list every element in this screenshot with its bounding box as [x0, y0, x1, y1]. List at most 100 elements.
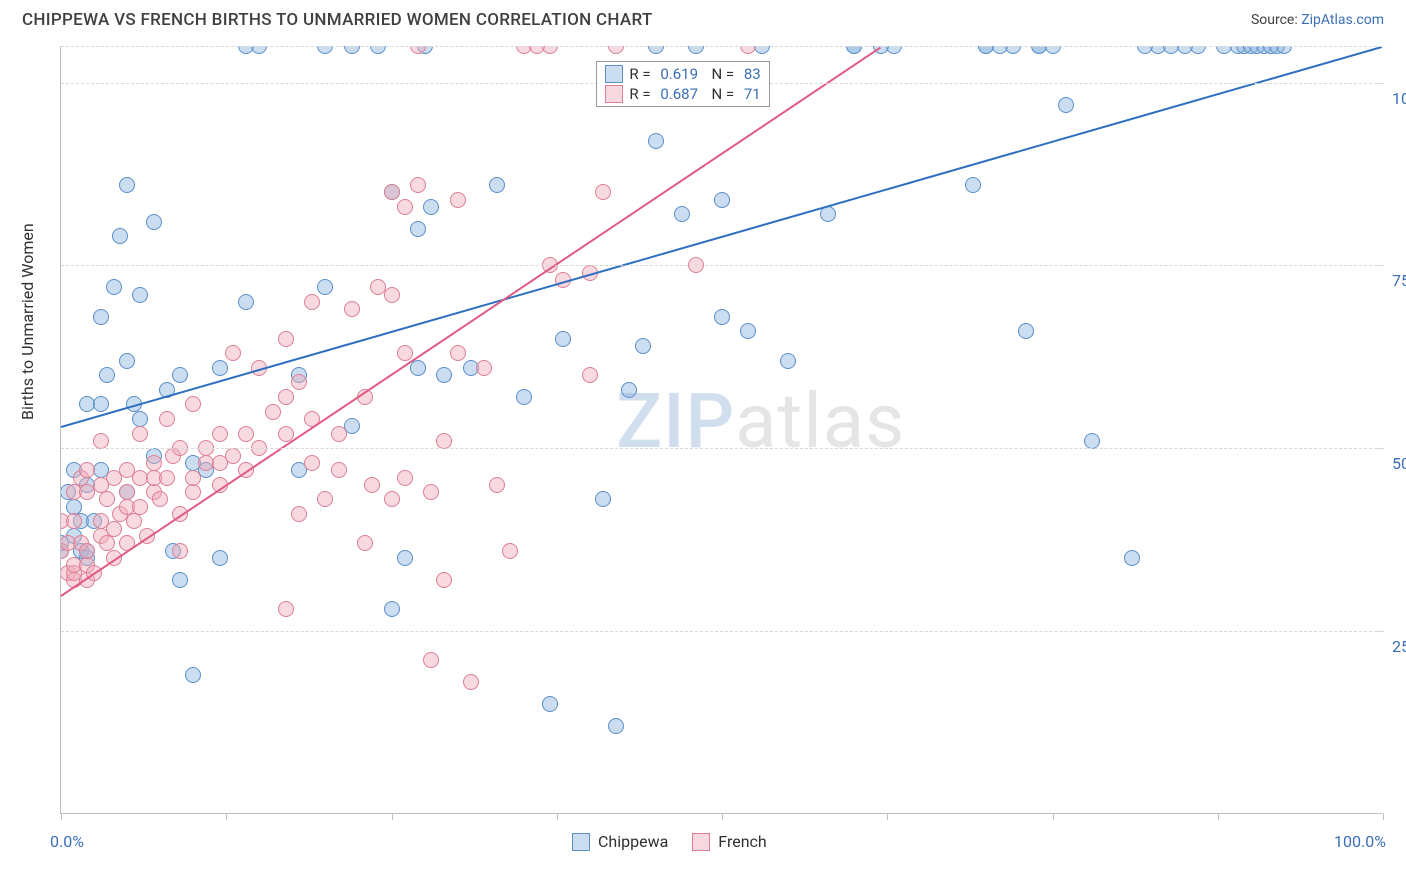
- data-point: [317, 491, 333, 507]
- x-tick: [557, 813, 558, 820]
- data-point: [1190, 46, 1206, 54]
- data-point: [582, 367, 598, 383]
- data-point: [674, 206, 690, 222]
- data-point: [212, 426, 228, 442]
- data-point: [146, 455, 162, 471]
- y-tick: [1376, 83, 1384, 84]
- data-point: [132, 287, 148, 303]
- legend-swatch: [605, 85, 623, 103]
- data-point: [595, 184, 611, 200]
- legend-label: French: [718, 832, 766, 851]
- n-label: N =: [704, 85, 738, 103]
- chart-title: CHIPPEWA VS FRENCH BIRTHS TO UNMARRIED W…: [22, 10, 653, 30]
- data-point: [185, 484, 201, 500]
- data-point: [489, 477, 505, 493]
- legend-swatch: [692, 833, 710, 851]
- data-point: [1058, 97, 1074, 113]
- source-link[interactable]: ZipAtlas.com: [1301, 12, 1384, 28]
- n-value: 83: [744, 65, 761, 83]
- data-point: [621, 382, 637, 398]
- source-prefix: Source:: [1251, 12, 1301, 28]
- data-point: [423, 484, 439, 500]
- legend-row: R = 0.687 N = 71: [605, 85, 760, 103]
- data-point: [648, 46, 664, 54]
- y-tick-label: 50.0%: [1392, 454, 1406, 473]
- data-point: [740, 46, 756, 54]
- data-point: [450, 192, 466, 208]
- data-point: [238, 426, 254, 442]
- scatter-chart: ZIPatlasR = 0.619 N = 83R = 0.687 N = 71: [60, 46, 1382, 814]
- legend-bottom: Chippewa French: [572, 832, 767, 851]
- data-point: [278, 389, 294, 405]
- data-point: [397, 550, 413, 566]
- data-point: [384, 287, 400, 303]
- data-point: [212, 360, 228, 376]
- data-point: [516, 389, 532, 405]
- data-point: [965, 177, 981, 193]
- data-point: [317, 46, 333, 54]
- n-label: N =: [704, 65, 738, 83]
- data-point: [555, 331, 571, 347]
- data-point: [688, 46, 704, 54]
- data-point: [93, 433, 109, 449]
- data-point: [331, 462, 347, 478]
- gridline: [61, 631, 1382, 632]
- legend-swatch: [572, 833, 590, 851]
- data-point: [608, 718, 624, 734]
- data-point: [99, 367, 115, 383]
- data-point: [278, 601, 294, 617]
- data-point: [66, 513, 82, 529]
- data-point: [370, 46, 386, 54]
- data-point: [489, 177, 505, 193]
- data-point: [846, 46, 862, 54]
- data-point: [212, 550, 228, 566]
- data-point: [304, 455, 320, 471]
- data-point: [780, 353, 796, 369]
- data-point: [423, 652, 439, 668]
- r-label: R =: [629, 85, 654, 103]
- x-tick: [226, 813, 227, 820]
- r-value: 0.619: [660, 65, 698, 83]
- legend-item: French: [692, 832, 766, 851]
- legend-swatch: [605, 65, 623, 83]
- data-point: [251, 46, 267, 54]
- legend-label: Chippewa: [598, 832, 668, 851]
- data-point: [93, 309, 109, 325]
- data-point: [450, 345, 466, 361]
- data-point: [1005, 46, 1021, 54]
- data-point: [172, 572, 188, 588]
- y-tick: [1376, 631, 1384, 632]
- data-point: [463, 674, 479, 690]
- legend-row: R = 0.619 N = 83: [605, 65, 760, 83]
- data-point: [159, 470, 175, 486]
- x-tick: [61, 813, 62, 820]
- data-point: [185, 470, 201, 486]
- data-point: [595, 491, 611, 507]
- data-point: [502, 543, 518, 559]
- data-point: [397, 470, 413, 486]
- y-tick: [1376, 448, 1384, 449]
- data-point: [542, 46, 558, 54]
- data-point: [317, 279, 333, 295]
- data-point: [740, 323, 756, 339]
- gridline: [61, 265, 1382, 266]
- data-point: [106, 279, 122, 295]
- data-point: [278, 331, 294, 347]
- x-tick: [887, 813, 888, 820]
- gridline: [61, 46, 1382, 47]
- data-point: [1018, 323, 1034, 339]
- gridline: [61, 448, 1382, 449]
- data-point: [344, 46, 360, 54]
- y-tick-label: 25.0%: [1392, 637, 1406, 656]
- data-point: [423, 199, 439, 215]
- data-point: [476, 360, 492, 376]
- y-tick-label: 100.0%: [1392, 89, 1406, 108]
- x-tick: [1053, 813, 1054, 820]
- data-point: [410, 177, 426, 193]
- data-point: [225, 345, 241, 361]
- data-point: [238, 294, 254, 310]
- data-point: [436, 367, 452, 383]
- data-point: [397, 345, 413, 361]
- data-point: [132, 411, 148, 427]
- y-tick: [1376, 265, 1384, 266]
